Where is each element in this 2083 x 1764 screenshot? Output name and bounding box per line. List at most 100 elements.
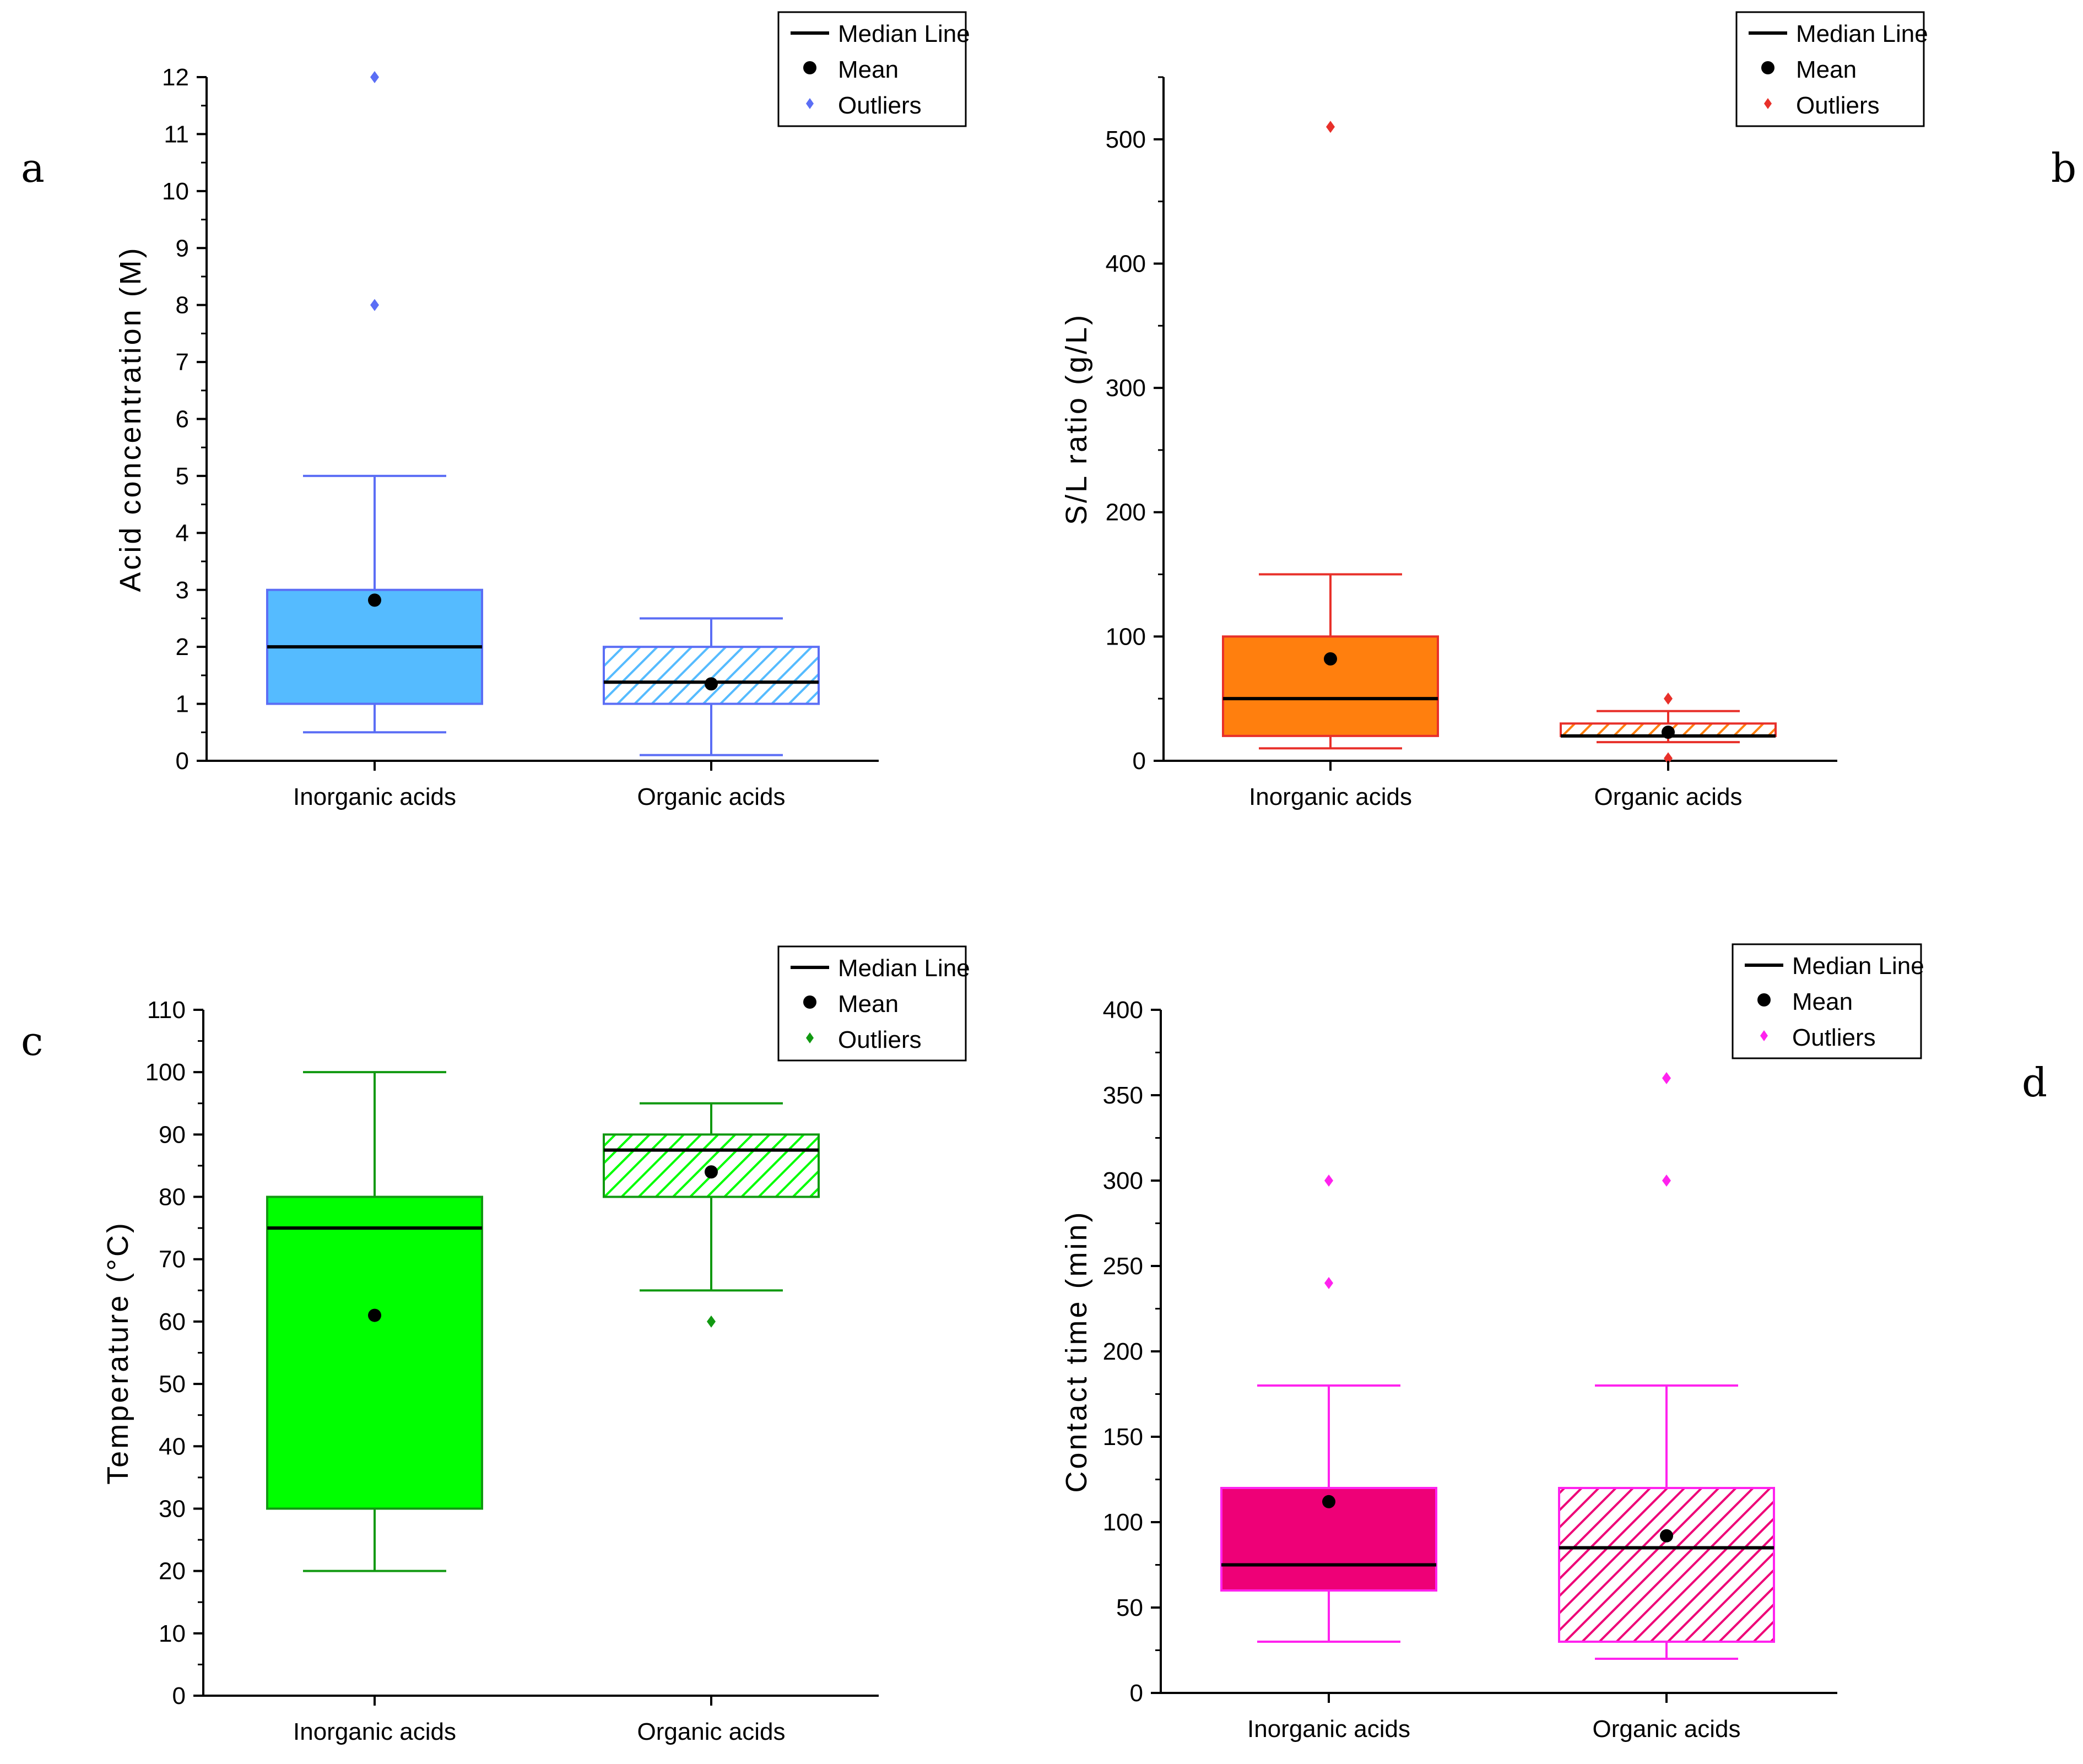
x-category-label: Organic acids — [637, 1718, 785, 1745]
y-tick-label: 12 — [162, 64, 189, 91]
y-tick-label: 40 — [159, 1433, 186, 1460]
legend-mean-swatch — [1757, 993, 1771, 1007]
y-tick-label: 100 — [145, 1059, 186, 1086]
panel-letter: b — [2051, 145, 2076, 191]
box-organic — [1558, 1072, 1775, 1660]
y-tick-label: 20 — [159, 1558, 186, 1585]
y-tick-label: 300 — [1103, 1167, 1143, 1194]
y-tick-label: 90 — [159, 1121, 186, 1148]
panel-letter: a — [21, 145, 45, 191]
legend-outlier-swatch — [1764, 98, 1772, 109]
y-tick-label: 2 — [176, 634, 189, 661]
panel-d: d 0 50 100 150 200 250 300 350 400 Contact time (m… — [1060, 943, 2047, 1743]
legend-outlier-swatch — [806, 98, 814, 109]
legend: Median Line Mean Outliers — [1735, 11, 1928, 127]
x-category-label: Organic acids — [1592, 1716, 1740, 1743]
legend-outlier-swatch — [1760, 1030, 1768, 1041]
legend-label: Outliers — [1796, 92, 1880, 119]
legend-label: Median Line — [838, 955, 970, 982]
y-axis-title: Temperature (°C) — [101, 1221, 134, 1485]
legend: Median Line Mean Outliers — [1732, 943, 1924, 1059]
box-organic — [603, 617, 820, 756]
outlier-point — [1324, 1175, 1333, 1187]
legend-label: Mean — [1796, 56, 1857, 83]
mean-point — [705, 1165, 718, 1179]
x-category-label: Inorganic acids — [293, 783, 456, 810]
y-tick-label: 400 — [1103, 997, 1143, 1024]
y-tick-label: 5 — [176, 463, 189, 490]
y-tick-label: 0 — [1130, 1680, 1143, 1707]
y-tick-label: 60 — [159, 1308, 186, 1335]
legend-label: Mean — [838, 991, 899, 1018]
legend-label: Outliers — [1792, 1024, 1876, 1051]
box-inorganic — [1222, 121, 1439, 750]
y-tick-label: 7 — [176, 349, 189, 376]
y-tick-label: 8 — [176, 292, 189, 319]
outlier-point — [1324, 1277, 1333, 1289]
y-tick-label: 1 — [176, 691, 189, 718]
y-tick-label: 200 — [1106, 499, 1146, 526]
y-tick-label: 400 — [1106, 250, 1146, 277]
box-organic — [603, 1102, 820, 1328]
iqr-box — [1558, 1487, 1775, 1643]
outlier-point — [1326, 121, 1335, 133]
panel-letter: c — [21, 1018, 43, 1064]
mean-point — [368, 1308, 381, 1322]
legend: Median Line Mean Outliers — [777, 11, 970, 127]
y-tick-label: 3 — [176, 577, 189, 604]
mean-point — [705, 677, 718, 691]
mean-point — [368, 593, 381, 607]
outlier-point — [1664, 692, 1673, 705]
legend-mean-swatch — [1761, 61, 1774, 74]
legend: Median Line Mean Outliers — [777, 945, 970, 1062]
iqr-box — [1222, 635, 1439, 737]
legend-label: Outliers — [838, 1026, 922, 1053]
legend-mean-swatch — [803, 995, 816, 1009]
y-tick-label: 150 — [1103, 1424, 1143, 1451]
y-tick-label: 6 — [176, 406, 189, 433]
legend-label: Median Line — [1792, 953, 1924, 980]
x-category-label: Organic acids — [1594, 783, 1742, 810]
panel-c: c 0 10 20 30 40 50 60 70 80 90 100 110 Temperature (°… — [21, 945, 970, 1745]
x-category-label: Organic acids — [637, 783, 785, 810]
y-tick-label: 4 — [176, 520, 189, 546]
y-tick-label: 500 — [1106, 126, 1146, 153]
mean-point — [1322, 1495, 1335, 1508]
y-tick-label: 70 — [159, 1246, 186, 1273]
box-inorganic — [1220, 1175, 1437, 1643]
y-tick-label: 11 — [164, 121, 189, 148]
y-axis-title: Contact time (min) — [1060, 1210, 1093, 1492]
mean-point — [1660, 1529, 1673, 1543]
outlier-point — [1662, 1175, 1671, 1187]
box-organic — [1560, 692, 1777, 765]
legend-mean-swatch — [803, 61, 816, 74]
legend-label: Median Line — [838, 20, 970, 47]
y-tick-label: 0 — [176, 748, 189, 775]
y-tick-label: 350 — [1103, 1082, 1143, 1109]
legend-label: Mean — [1792, 988, 1853, 1015]
y-tick-label: 80 — [159, 1184, 186, 1211]
box-inorganic — [266, 1071, 483, 1572]
box-inorganic — [266, 71, 483, 734]
y-tick-label: 9 — [176, 235, 189, 262]
y-tick-label: 0 — [172, 1682, 186, 1709]
mean-point — [1324, 652, 1337, 665]
outlier-point — [1664, 752, 1673, 765]
y-axis-title: S/L ratio (g/L) — [1060, 313, 1093, 525]
x-category-label: Inorganic acids — [1249, 783, 1412, 810]
panel-b: b 0 100 200 300 400 500 S/L ratio (g/L) Inorgani… — [1060, 11, 2076, 810]
y-tick-label: 110 — [147, 997, 186, 1024]
legend-label: Outliers — [838, 92, 922, 119]
x-category-label: Inorganic acids — [1247, 1716, 1410, 1743]
y-tick-label: 250 — [1103, 1253, 1143, 1280]
x-category-label: Inorganic acids — [293, 1718, 456, 1745]
y-tick-label: 300 — [1106, 375, 1146, 402]
y-tick-label: 0 — [1133, 748, 1146, 775]
iqr-box — [603, 646, 820, 705]
y-tick-label: 10 — [162, 178, 189, 205]
y-tick-label: 30 — [159, 1495, 186, 1522]
outlier-point — [1662, 1072, 1671, 1084]
y-tick-label: 10 — [159, 1620, 186, 1647]
